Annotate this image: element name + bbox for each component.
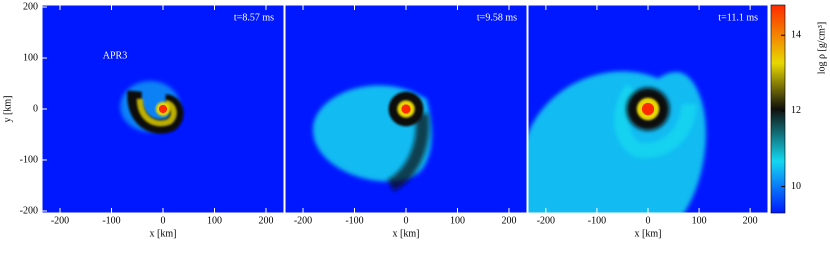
structure [120,80,184,134]
x-tick-label: 200 [743,215,758,226]
y-tick-label: -100 [20,154,38,165]
y-tick-label: -200 [20,205,38,216]
x-axis-label: x [km] [635,228,662,239]
model-label: APR3 [103,50,127,61]
core [158,104,168,114]
y-tick-label: 100 [23,52,38,63]
time-annotation: t=11.1 ms [718,12,758,23]
x-tick-label: -200 [51,215,69,226]
colorbar-tick-label: 12 [791,105,801,116]
structure [528,71,706,213]
colorbar [770,4,786,214]
arm [136,98,177,127]
colorbar-tick-label: 10 [791,181,801,192]
x-tick-label: -100 [102,215,120,226]
arm [614,84,697,159]
field [312,85,432,192]
y-tick-label: 0 [33,103,38,114]
x-tick-label: -100 [345,215,363,226]
x-tick-label: -200 [537,215,555,226]
x-tick-label: 100 [207,215,222,226]
x-tick-label: 100 [692,215,707,226]
field [120,80,184,134]
x-tick-label: 0 [404,215,409,226]
x-tick-label: 100 [450,215,465,226]
field [528,71,706,213]
arm [387,113,430,192]
x-tick-label: 0 [646,215,651,226]
structure [312,85,432,192]
x-tick-label: 0 [161,215,166,226]
colorbar-label: log ρ [g/cm³] [816,22,827,74]
colorbar-tick-label: 14 [791,30,801,41]
time-annotation: t=9.58 ms [477,12,517,23]
x-tick-label: 200 [501,215,516,226]
x-tick-label: -200 [294,215,312,226]
x-tick-label: 200 [258,215,273,226]
core [401,104,411,114]
x-axis-label: x [km] [393,228,420,239]
time-annotation: t=8.57 ms [234,12,274,23]
x-axis-label: x [km] [150,228,177,239]
x-tick-label: -100 [588,215,606,226]
core [641,102,655,116]
y-tick-label: 200 [23,1,38,12]
y-axis-label: y [km] [2,96,13,123]
